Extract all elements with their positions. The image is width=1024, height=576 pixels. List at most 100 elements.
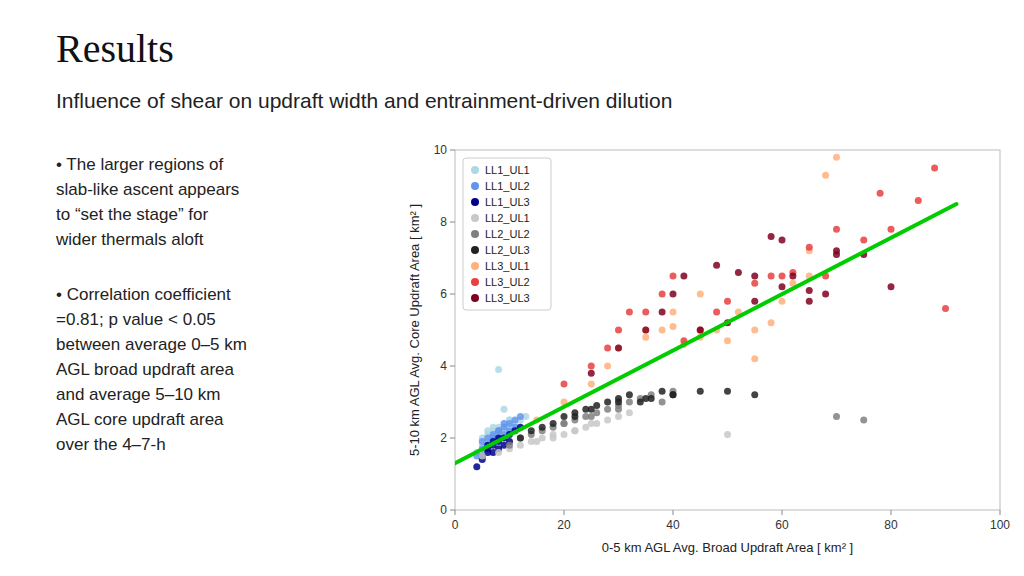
point <box>615 399 622 406</box>
point <box>751 327 758 334</box>
chart: Results Influence of shear on updraft wid… <box>0 0 1024 576</box>
legend-marker <box>471 294 479 302</box>
point <box>779 237 786 244</box>
point <box>626 409 633 416</box>
point <box>680 273 687 280</box>
point <box>604 345 611 352</box>
legend-marker <box>471 166 479 174</box>
legend-marker <box>471 246 479 254</box>
y-tick-label: 10 <box>434 143 448 157</box>
point <box>806 287 813 294</box>
point <box>615 406 622 413</box>
plot-frame <box>455 150 1000 510</box>
point <box>561 431 568 438</box>
point <box>806 244 813 251</box>
point <box>615 345 622 352</box>
point <box>789 273 796 280</box>
point <box>697 327 704 334</box>
x-tick <box>673 510 674 515</box>
legend-label: LL1_UL1 <box>485 164 530 176</box>
series-points <box>561 165 950 388</box>
point <box>860 237 867 244</box>
point <box>642 327 649 334</box>
point <box>768 319 775 326</box>
legend-label: LL3_UL1 <box>485 260 530 272</box>
point <box>561 420 568 427</box>
point <box>713 309 720 316</box>
point <box>751 355 758 362</box>
point <box>670 391 677 398</box>
point <box>751 391 758 398</box>
point <box>751 273 758 280</box>
point <box>517 442 524 449</box>
x-tick-label: 80 <box>884 518 898 532</box>
point <box>626 399 633 406</box>
legend-label: LL2_UL2 <box>485 228 530 240</box>
legend-box <box>463 158 551 310</box>
point <box>659 388 666 395</box>
x-tick-label: 100 <box>990 518 1010 532</box>
point <box>561 381 568 388</box>
point <box>539 424 546 431</box>
point <box>473 463 480 470</box>
legend-label: LL3_UL2 <box>485 276 530 288</box>
point <box>571 427 578 434</box>
title: Results <box>56 26 174 71</box>
point <box>724 337 731 344</box>
annotation: • The larger regions ofslab-like ascent … <box>55 155 239 249</box>
point <box>670 291 677 298</box>
point <box>495 427 502 434</box>
point <box>588 370 595 377</box>
point <box>751 280 758 287</box>
point <box>833 247 840 254</box>
point <box>724 388 731 395</box>
legend: LL1_UL1LL1_UL2LL1_UL3LL2_UL1LL2_UL2LL2_U… <box>463 158 551 310</box>
legend-marker <box>471 278 479 286</box>
point <box>931 165 938 172</box>
point <box>768 233 775 240</box>
point <box>642 395 649 402</box>
x-tick <box>1000 510 1001 515</box>
x-axis-label: 0-5 km AGL Avg. Broad Updraft Area [ km²… <box>602 540 853 555</box>
point <box>724 431 731 438</box>
x-tick-label: 20 <box>557 518 571 532</box>
point <box>604 417 611 424</box>
point <box>833 154 840 161</box>
point <box>501 406 508 413</box>
y-tick-label: 4 <box>440 359 447 373</box>
series-points <box>506 388 867 449</box>
point <box>561 413 568 420</box>
point <box>724 298 731 305</box>
y-tick-label: 0 <box>440 503 447 517</box>
y-tick <box>450 222 455 223</box>
legend-label: LL1_UL2 <box>485 180 530 192</box>
point <box>571 427 578 434</box>
point <box>659 309 666 316</box>
y-tick <box>450 510 455 511</box>
y-tick <box>450 438 455 439</box>
point <box>888 226 895 233</box>
background <box>0 0 1024 576</box>
point <box>550 435 557 442</box>
point <box>604 399 611 406</box>
point <box>479 453 486 460</box>
x-tick-label: 60 <box>775 518 789 532</box>
point <box>670 273 677 280</box>
x-tick-label: 40 <box>666 518 680 532</box>
point <box>751 298 758 305</box>
legend-marker <box>471 262 479 270</box>
point <box>479 453 486 460</box>
point <box>501 420 508 427</box>
y-tick <box>450 150 455 151</box>
y-tick-label: 8 <box>440 215 447 229</box>
point <box>550 420 557 427</box>
point <box>615 345 622 352</box>
point <box>779 298 786 305</box>
series-points <box>588 233 895 377</box>
point <box>588 420 595 427</box>
subtitle: Influence of shear on updraft width and … <box>56 89 672 112</box>
point <box>495 449 502 456</box>
y-tick <box>450 294 455 295</box>
point <box>768 273 775 280</box>
point <box>779 283 786 290</box>
